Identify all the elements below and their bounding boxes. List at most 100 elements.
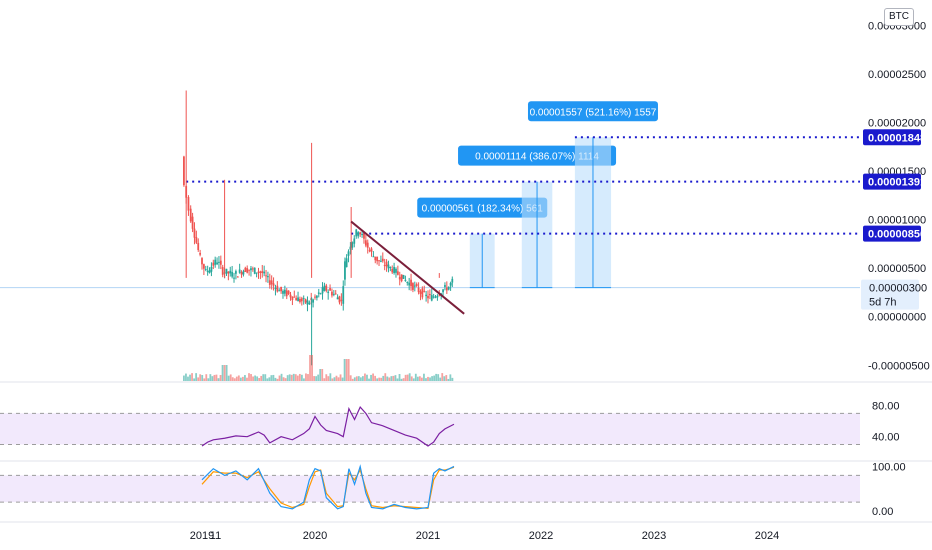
volume-bar [368, 378, 370, 381]
volume-bar [223, 365, 226, 381]
candle-body [306, 300, 309, 305]
volume-bar [239, 377, 242, 381]
candle-body [270, 280, 273, 285]
volume-bar [183, 375, 185, 381]
candle-body [438, 294, 441, 296]
candle-body [398, 276, 401, 280]
volume-bar [451, 377, 454, 381]
candle-body [323, 285, 326, 291]
candle-body [383, 265, 386, 267]
candle-body [445, 287, 448, 291]
volume-bar [284, 378, 287, 381]
candle-body [410, 279, 412, 287]
volume-bar [309, 355, 311, 381]
volume-bar [337, 377, 340, 381]
rsi-band [0, 413, 860, 445]
candle-body [227, 271, 230, 274]
candle-body [272, 283, 275, 286]
candle-body [236, 276, 239, 278]
volume-bar [408, 373, 411, 381]
candle-body [336, 297, 339, 300]
candle-body [195, 237, 198, 243]
candle-body [314, 296, 316, 298]
candle-body [251, 268, 254, 270]
candle-body [187, 197, 190, 211]
candle-body [191, 216, 194, 229]
volume-bar [339, 374, 342, 381]
candle-body [391, 268, 394, 273]
volume-bar [197, 377, 200, 381]
volume-bar [364, 373, 366, 381]
candle-body [385, 261, 388, 267]
volume-bar [325, 374, 328, 381]
candle-body [372, 256, 375, 258]
candle-body [248, 269, 250, 271]
candle-body [389, 267, 392, 269]
candle-body [229, 270, 232, 274]
candle-body [293, 296, 296, 298]
volume-bar [378, 377, 381, 381]
candle-body [327, 291, 330, 294]
currency-badge[interactable]: BTC [884, 8, 914, 26]
volume-bar [359, 377, 362, 381]
candle-body [347, 251, 350, 256]
volume-bar [418, 376, 421, 381]
volume-bar [388, 377, 391, 381]
time-tick-label: 2024 [755, 530, 779, 542]
stoch-k-line [201, 464, 455, 510]
candle-body [265, 275, 267, 277]
volume-bar [331, 378, 334, 381]
time-tick-label: 2022 [529, 530, 553, 542]
time-tick-label: 2023 [642, 530, 666, 542]
candle-body [449, 283, 452, 286]
candle-body [353, 238, 356, 244]
candle-body [282, 290, 284, 294]
candle-body [425, 294, 428, 297]
volume-bar [321, 369, 324, 381]
volume-bar [425, 378, 427, 381]
volume-bar [447, 378, 450, 381]
rsi-line [201, 406, 455, 447]
volume-bar [292, 373, 295, 381]
stoch-rsi-pane: 100.00 0.00 [0, 461, 906, 518]
candle-body [193, 228, 196, 238]
volume-bar [433, 375, 436, 381]
countdown-label: 5d 7h [869, 297, 897, 309]
volume-bar [252, 376, 254, 381]
volume-bar [211, 376, 214, 381]
volume-bar [274, 377, 277, 381]
candle-body [299, 298, 301, 302]
candle-body [351, 242, 354, 248]
volume-bar [437, 374, 440, 381]
candle-body [214, 259, 217, 265]
candle-body [242, 271, 245, 275]
volume-bar [303, 378, 305, 381]
candle-body [216, 262, 218, 265]
candle-body [357, 232, 360, 237]
candle-body [413, 285, 416, 287]
volume-bar [423, 373, 425, 381]
measure-label: 0.00000561 (182.34%) 561 [422, 204, 544, 215]
candle-body [436, 296, 439, 298]
candle-body [238, 269, 241, 273]
candle-body [400, 274, 403, 282]
candle-body [280, 286, 282, 292]
candle-body [183, 156, 185, 186]
candle-body [302, 298, 305, 300]
candle-body [344, 261, 346, 280]
price-tick-label: 0.00001000 [868, 215, 926, 227]
volume-bar [231, 377, 234, 381]
time-tick-label: 2020 [303, 530, 327, 542]
candle-body [289, 294, 292, 298]
candle-body [402, 274, 405, 279]
volume-bar [349, 375, 352, 381]
volume-bar [406, 374, 409, 381]
candle-body [246, 268, 249, 273]
candle-body [342, 286, 345, 304]
volume-bar [412, 378, 415, 381]
volume-bar [420, 377, 423, 381]
candle-body [321, 287, 324, 294]
volume-bar [335, 375, 338, 381]
